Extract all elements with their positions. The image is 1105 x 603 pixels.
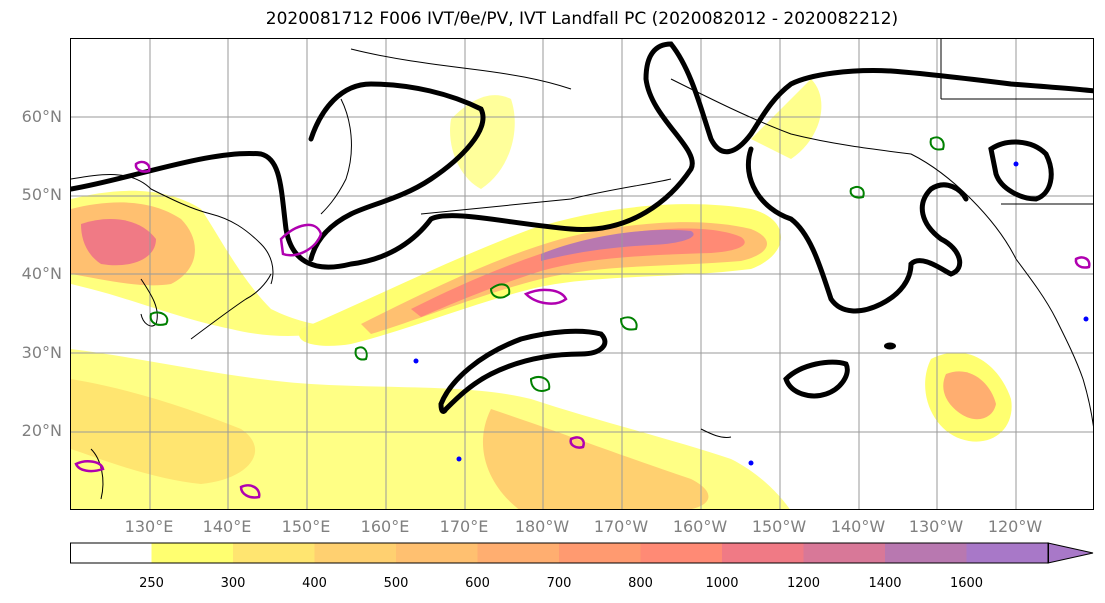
latitude-label: 50°N — [21, 185, 62, 204]
pv-green-7 — [149, 311, 169, 326]
theta-e-contour-east-loop — [745, 146, 969, 314]
colorbar-tick-label: 600 — [465, 576, 490, 591]
colorbar-tick-label: 1600 — [949, 576, 984, 591]
pv-blue-1 — [413, 358, 419, 364]
colorbar-tick-label: 300 — [220, 576, 246, 591]
pv-green-6 — [849, 186, 865, 199]
colorbar-segments — [70, 542, 1094, 564]
coastline-aleutians — [420, 178, 672, 215]
pv-green-3 — [619, 316, 638, 331]
colorbar-tick-label: 800 — [628, 576, 653, 591]
borders-us-canada — [940, 39, 1093, 205]
theta-e-small-dot — [884, 342, 896, 350]
ivt-shade-north-plume — [450, 95, 515, 189]
coastline-japan — [190, 273, 272, 340]
pv-contours-blue — [413, 161, 1089, 466]
pv-green-5 — [929, 136, 945, 151]
pv-contours-magenta — [74, 160, 1091, 499]
pv-magenta-1 — [279, 223, 323, 257]
colorbar-extend-max — [1047, 542, 1094, 564]
longitude-label: 120°W — [987, 517, 1043, 536]
longitude-label: 160°W — [672, 517, 728, 536]
pv-green-2 — [529, 376, 551, 392]
ivt-shade-south-mid — [483, 409, 709, 509]
colorbar-tick-label: 250 — [139, 576, 164, 591]
theta-e-contour-rockies-loop — [988, 139, 1054, 202]
map-panel — [70, 38, 1094, 510]
pv-green-1 — [489, 283, 511, 299]
colorbar-tick-label: 500 — [383, 576, 409, 591]
colorbar-segment — [803, 543, 886, 563]
longitude-label: 130°E — [124, 517, 174, 536]
latitude-label: 40°N — [21, 264, 62, 283]
colorbar-tick-label: 400 — [302, 576, 327, 591]
pv-blue-2 — [456, 456, 462, 462]
ivt-shade-east-core — [943, 371, 996, 420]
map-gridlines — [71, 39, 1093, 509]
latitude-label: 20°N — [21, 421, 62, 440]
pv-magenta-2 — [523, 288, 568, 305]
ivt-shade-north-east — [751, 79, 822, 159]
colorbar-segment — [966, 543, 1049, 563]
longitude-label: 150°E — [281, 517, 331, 536]
map-svg — [71, 39, 1093, 509]
colorbar-segment — [722, 543, 804, 563]
ivt-shade-ar-peak — [541, 229, 694, 261]
longitude-label: 130°W — [908, 517, 964, 536]
pv-blue-3 — [1013, 161, 1019, 167]
coastline-north-america — [970, 198, 1093, 427]
theta-e-contour-subtropical-loop — [438, 328, 608, 414]
colorbar-segment — [559, 543, 641, 563]
coastlines — [71, 39, 1093, 500]
longitude-label: 160°E — [360, 517, 410, 536]
colorbar-segment — [70, 543, 152, 563]
pv-magenta-3 — [134, 160, 151, 173]
colorbar-segment — [640, 543, 723, 563]
pv-magenta-6 — [569, 436, 585, 449]
pv-blue-5 — [748, 460, 754, 466]
coastline-kamchatka — [320, 98, 352, 215]
colorbar — [70, 542, 1094, 564]
colorbar-segment — [233, 543, 315, 563]
colorbar-tick-label: 1200 — [786, 576, 821, 591]
pv-magenta-7 — [1074, 256, 1091, 269]
coastline-hawaii — [700, 428, 732, 438]
latitude-label: 60°N — [21, 107, 62, 126]
longitude-label: 140°E — [202, 517, 252, 536]
theta-e-contour-small-loop — [783, 359, 850, 399]
theta-e-contours — [71, 41, 1093, 414]
colorbar-segment — [314, 543, 397, 563]
ivt-shade-ar-core — [411, 228, 745, 317]
coastline-siberia — [350, 48, 572, 90]
figure-title-area: 2020081712 F006 IVT/θe/PV, IVT Landfall … — [0, 0, 1105, 34]
pv-green-4 — [354, 346, 368, 361]
coastline-alaska — [670, 78, 972, 200]
colorbar-segment — [477, 543, 560, 563]
latitude-label: 30°N — [21, 343, 62, 362]
longitude-label: 170°E — [439, 517, 489, 536]
ivt-shading — [71, 79, 1012, 509]
longitude-label: 140°W — [830, 517, 886, 536]
longitude-label: 180°W — [514, 517, 570, 536]
theta-e-contour-pacific-loop — [308, 81, 486, 262]
colorbar-segment — [885, 543, 967, 563]
theta-e-dot — [884, 342, 896, 350]
pv-magenta-4 — [74, 460, 105, 473]
pv-blue-4 — [1083, 316, 1089, 322]
colorbar-tick-label: 700 — [546, 576, 572, 591]
pv-contours-green — [149, 136, 945, 392]
colorbar-tick-label: 1000 — [705, 576, 739, 591]
colorbar-segment — [151, 543, 234, 563]
figure-title: 2020081712 F006 IVT/θe/PV, IVT Landfall … — [265, 9, 899, 29]
ivt-shade-japan-core — [81, 219, 156, 266]
colorbar-tick-label: 1400 — [868, 576, 902, 591]
colorbar-outline — [70, 542, 1049, 564]
theta-e-contour-main — [71, 41, 1093, 270]
pv-magenta-5 — [239, 484, 261, 499]
longitude-label: 150°W — [751, 517, 807, 536]
longitude-label: 170°W — [593, 517, 649, 536]
colorbar-segment — [396, 543, 478, 563]
